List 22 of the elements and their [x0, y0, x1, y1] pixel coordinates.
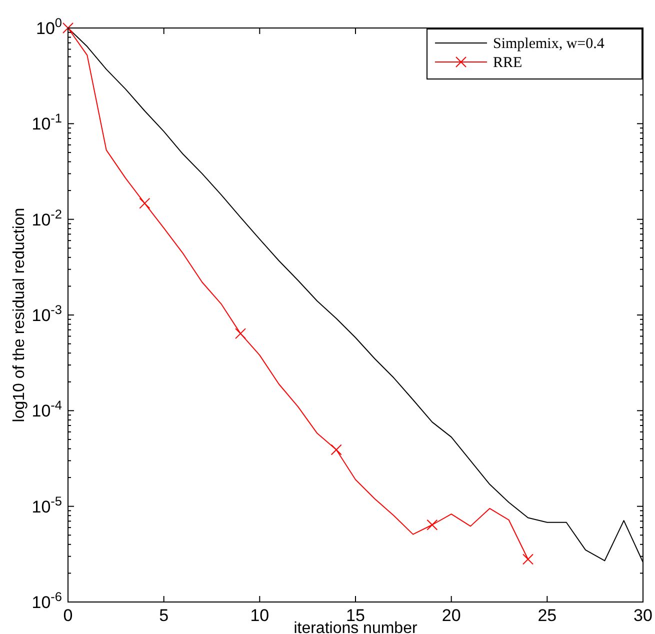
y-tick-label: 10$^{-1}$ [32, 110, 62, 134]
point [330, 444, 342, 456]
x-tick-label: 25 [538, 606, 557, 625]
point [426, 519, 438, 530]
y-tick-label: 10$^{-6}$ [32, 588, 62, 612]
y-tick-label: 10$^{-2}$ [32, 206, 62, 230]
legend-label: RRE [493, 55, 522, 71]
legend-label: Simplemix, w=0.4 [493, 36, 605, 52]
y-axis-title: log10 of the residual reduction [11, 208, 28, 422]
y-tick-label: 10$^{-3}$ [32, 302, 62, 325]
y-tick-label: 10$^{0}$ [36, 14, 62, 38]
x-tick-label: 10 [250, 606, 270, 625]
point [522, 554, 534, 565]
point [139, 198, 150, 209]
y-tick-label: 10$^{-5}$ [32, 492, 62, 516]
y-tick-label: 10$^{-4}$ [32, 397, 62, 421]
x-tick-label: 0 [63, 606, 73, 625]
x-tick-label: 20 [442, 606, 461, 625]
point [235, 328, 246, 340]
point [62, 22, 74, 34]
x-tick-label: 5 [159, 606, 169, 625]
x-tick-label: 30 [634, 606, 652, 625]
